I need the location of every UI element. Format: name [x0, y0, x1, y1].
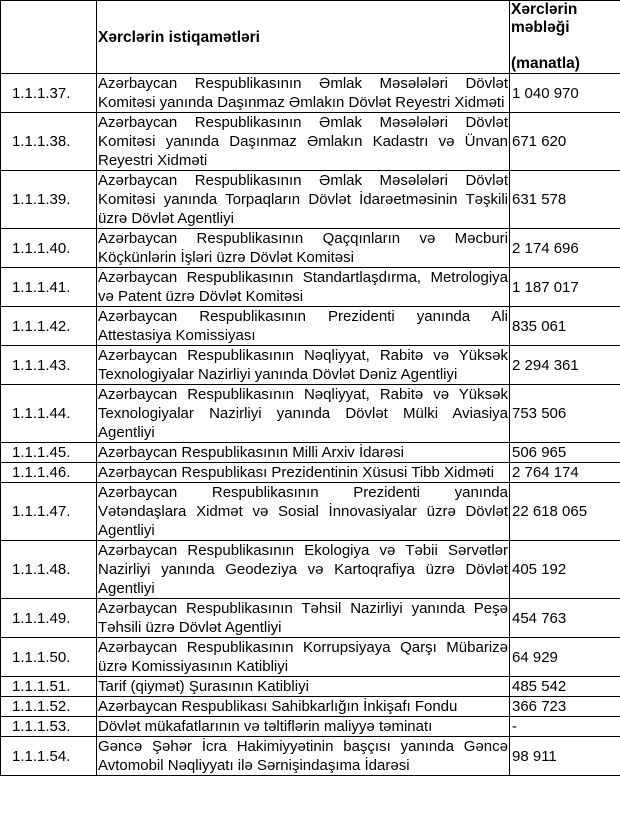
- row-direction-cell: Azərbaycan Respublikasının Əmlak Məsələl…: [96, 170, 510, 229]
- row-direction-cell: Azərbaycan Respublikasının Nəqliyyat, Ra…: [96, 384, 510, 443]
- row-amount-cell: 631 578: [509, 170, 620, 229]
- row-amount-cell: 2 174 696: [509, 228, 620, 268]
- row-direction-cell: Gəncə Şəhər İcra Hakimiyyətinin başçısı …: [96, 736, 510, 776]
- row-direction-cell: Tarif (qiymət) Şurasının Katibliyi: [96, 676, 510, 697]
- header-cell-amount: Xərclərin məbləği (manatla): [509, 0, 620, 74]
- row-amount-cell: 454 763: [509, 598, 620, 638]
- row-index-cell: 1.1.1.38.: [0, 112, 97, 171]
- row-direction-cell: Azərbaycan Respublikasının Prezidenti ya…: [96, 306, 510, 346]
- table-row: 1.1.1.47. Azərbaycan Respublikasının Prez…: [0, 482, 620, 541]
- row-amount-cell: 835 061: [509, 306, 620, 346]
- row-direction-cell: Azərbaycan Respublikasının Prezidenti ya…: [96, 482, 510, 541]
- row-amount-cell: 22 618 065: [509, 482, 620, 541]
- row-amount-cell: 64 929: [509, 637, 620, 677]
- row-index-cell: 1.1.1.49.: [0, 598, 97, 638]
- row-direction-cell: Azərbaycan Respublikasının Standartlaşdı…: [96, 267, 510, 307]
- row-index-cell: 1.1.1.37.: [0, 73, 97, 113]
- table-row: 1.1.1.54. Gəncə Şəhər İcra Hakimiyyətinin…: [0, 736, 620, 776]
- header-cell-index: [0, 0, 97, 74]
- row-amount-cell: 671 620: [509, 112, 620, 171]
- table-row: 1.1.1.39. Azərbaycan Respublikasının Əmla…: [0, 170, 620, 229]
- header-row: Xərclərin istiqamətləri Xərclərin məbləğ…: [0, 0, 620, 74]
- table-row: 1.1.1.41. Azərbaycan Respublikasının Stan…: [0, 267, 620, 307]
- table-row: 1.1.1.43. Azərbaycan Respublikasının Nəql…: [0, 345, 620, 385]
- row-index-cell: 1.1.1.47.: [0, 482, 97, 541]
- table-row: 1.1.1.46. Azərbaycan Respublikası Prezide…: [0, 462, 620, 483]
- table-row: 1.1.1.42. Azərbaycan Respublikasının Prez…: [0, 306, 620, 346]
- table-header: Xərclərin istiqamətləri Xərclərin məbləğ…: [0, 0, 620, 74]
- expenditure-table: Xərclərin istiqamətləri Xərclərin məbləğ…: [0, 0, 620, 776]
- table-row: 1.1.1.53. Dövlət mükafatlarının və təltif…: [0, 716, 620, 737]
- row-amount-cell: 1 187 017: [509, 267, 620, 307]
- row-index-cell: 1.1.1.44.: [0, 384, 97, 443]
- row-direction-cell: Azərbaycan Respublikasının Qaçqınların v…: [96, 228, 510, 268]
- row-direction-cell: Dövlət mükafatlarının və təltiflərin mal…: [96, 716, 510, 737]
- row-amount-cell: 405 192: [509, 540, 620, 599]
- row-index-cell: 1.1.1.42.: [0, 306, 97, 346]
- header-amount-unit: (manatla): [511, 55, 580, 72]
- row-direction-cell: Azərbaycan Respublikasının Əmlak Məsələl…: [96, 73, 510, 113]
- table-row: 1.1.1.52. Azərbaycan Respublikası Sahibka…: [0, 696, 620, 717]
- row-amount-cell: 2 764 174: [509, 462, 620, 483]
- header-cell-directions: Xərclərin istiqamətləri: [96, 0, 510, 74]
- row-direction-cell: Azərbaycan Respublikasının Əmlak Məsələl…: [96, 112, 510, 171]
- table-row: 1.1.1.38. Azərbaycan Respublikasının Əmla…: [0, 112, 620, 171]
- table-row: 1.1.1.49. Azərbaycan Respublikasının Təhs…: [0, 598, 620, 638]
- row-direction-cell: Azərbaycan Respublikasının Ekologiya və …: [96, 540, 510, 599]
- row-index-cell: 1.1.1.45.: [0, 442, 97, 463]
- row-direction-cell: Azərbaycan Respublikasının Təhsil Nazirl…: [96, 598, 510, 638]
- row-amount-cell: -: [509, 716, 620, 737]
- row-amount-cell: 506 965: [509, 442, 620, 463]
- table-row: 1.1.1.50. Azərbaycan Respublikasının Korr…: [0, 637, 620, 677]
- row-amount-cell: 2 294 361: [509, 345, 620, 385]
- table-row: 1.1.1.40. Azərbaycan Respublikasının Qaçq…: [0, 228, 620, 268]
- row-direction-cell: Azərbaycan Respublikasının Korrupsiyaya …: [96, 637, 510, 677]
- row-index-cell: 1.1.1.54.: [0, 736, 97, 776]
- table-body: 1.1.1.37. Azərbaycan Respublikasının Əmla…: [0, 73, 620, 776]
- table-row: 1.1.1.44. Azərbaycan Respublikasının Nəql…: [0, 384, 620, 443]
- row-amount-cell: 753 506: [509, 384, 620, 443]
- table-row: 1.1.1.37. Azərbaycan Respublikasının Əmla…: [0, 73, 620, 113]
- row-direction-cell: Azərbaycan Respublikası Prezidentinin Xü…: [96, 462, 510, 483]
- row-index-cell: 1.1.1.51.: [0, 676, 97, 697]
- row-amount-cell: 1 040 970: [509, 73, 620, 113]
- row-index-cell: 1.1.1.40.: [0, 228, 97, 268]
- table-row: 1.1.1.51. Tarif (qiymət) Şurasının Katibl…: [0, 676, 620, 697]
- row-index-cell: 1.1.1.43.: [0, 345, 97, 385]
- row-amount-cell: 485 542: [509, 676, 620, 697]
- row-direction-cell: Azərbaycan Respublikası Sahibkarlığın İn…: [96, 696, 510, 717]
- row-index-cell: 1.1.1.48.: [0, 540, 97, 599]
- table-row: 1.1.1.48. Azərbaycan Respublikasının Ekol…: [0, 540, 620, 599]
- row-index-cell: 1.1.1.50.: [0, 637, 97, 677]
- row-direction-cell: Azərbaycan Respublikasının Nəqliyyat, Ra…: [96, 345, 510, 385]
- row-amount-cell: 366 723: [509, 696, 620, 717]
- row-index-cell: 1.1.1.41.: [0, 267, 97, 307]
- row-direction-cell: Azərbaycan Respublikasının Milli Arxiv İ…: [96, 442, 510, 463]
- row-index-cell: 1.1.1.39.: [0, 170, 97, 229]
- header-amount-title: Xərclərin məbləği: [511, 1, 578, 37]
- row-index-cell: 1.1.1.53.: [0, 716, 97, 737]
- table-row: 1.1.1.45. Azərbaycan Respublikasının Mill…: [0, 442, 620, 463]
- row-amount-cell: 98 911: [509, 736, 620, 776]
- row-index-cell: 1.1.1.46.: [0, 462, 97, 483]
- row-index-cell: 1.1.1.52.: [0, 696, 97, 717]
